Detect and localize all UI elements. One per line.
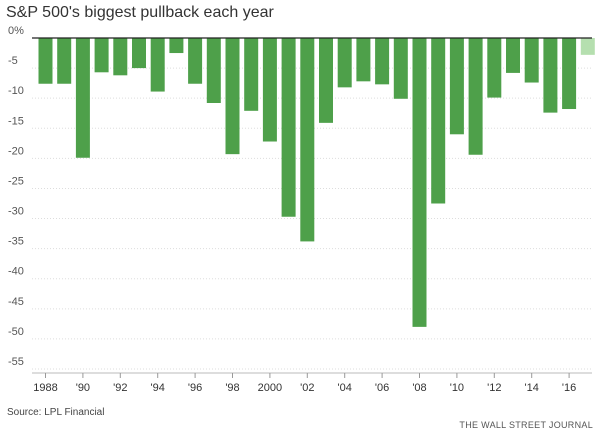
bar-2005	[356, 38, 371, 82]
bar-1998	[225, 38, 240, 155]
bars	[38, 38, 595, 327]
y-tick-label: -20	[8, 145, 24, 157]
x-tick-label: '04	[338, 382, 352, 394]
x-tick-label: '98	[225, 382, 239, 394]
bar-2004	[337, 38, 352, 88]
bar-2014	[524, 38, 539, 83]
x-tick-label: '12	[487, 382, 501, 394]
chart-source: Source: LPL Financial	[7, 407, 105, 418]
bar-1995	[169, 38, 184, 54]
x-tick-label: 2000	[258, 382, 282, 394]
y-tick-label: -5	[8, 55, 18, 67]
x-tick-label: '92	[113, 382, 127, 394]
bar-2015	[543, 38, 558, 113]
bar-1994	[150, 38, 165, 92]
bar-1996	[188, 38, 203, 84]
bar-2001	[281, 38, 296, 217]
y-tick-label: -50	[8, 326, 24, 338]
x-tick-label: '16	[562, 382, 576, 394]
y-tick-label: 0%	[8, 25, 24, 37]
y-tick-label: -55	[8, 356, 24, 368]
x-tick-label: '10	[450, 382, 464, 394]
bar-2011	[468, 38, 483, 155]
bar-1988	[38, 38, 53, 84]
x-tick-label: '06	[375, 382, 389, 394]
x-tick-label: '14	[525, 382, 539, 394]
bar-2006	[375, 38, 390, 85]
bar-2017	[580, 38, 595, 55]
bar-2000	[262, 38, 277, 142]
y-tick-label: -10	[8, 85, 24, 97]
y-tick-label: -35	[8, 236, 24, 248]
y-tick-label: -30	[8, 206, 24, 218]
bar-2008	[412, 38, 427, 327]
chart-title: S&P 500's biggest pullback each year	[6, 4, 274, 21]
bar-2016	[562, 38, 577, 110]
x-tick-label: '08	[412, 382, 426, 394]
bar-1991	[94, 38, 109, 73]
bar-2012	[487, 38, 502, 98]
x-tick-label: 1988	[33, 382, 57, 394]
y-tick-label: -25	[8, 175, 24, 187]
bar-2010	[449, 38, 464, 135]
y-tick-label: -40	[8, 266, 24, 278]
x-tick-labels: 1988 '90 '92 '94 '96 '98 2000 '02 '04 '06 '08 '10 '1…	[33, 373, 576, 394]
bar-1989	[57, 38, 72, 84]
bar-2013	[506, 38, 520, 73]
bar-1992	[113, 38, 128, 76]
x-tick-label: '96	[188, 382, 202, 394]
x-tick-label: '94	[151, 382, 165, 394]
bar-1993	[132, 38, 146, 69]
bar-1999	[244, 38, 259, 111]
bar-2002	[300, 38, 315, 242]
x-tick-label: '90	[76, 382, 90, 394]
y-tick-label: -45	[8, 296, 24, 308]
y-tick-labels: 0% -5 -10 -15 -20 -25 -30 -35 -40 -45 -50 -55	[8, 25, 24, 368]
bar-1997	[206, 38, 221, 103]
bar-2003	[319, 38, 333, 123]
bar-1990	[75, 38, 90, 158]
x-tick-label: '02	[300, 382, 314, 394]
publisher-credit: THE WALL STREET JOURNAL	[459, 420, 593, 430]
y-tick-label: -15	[8, 115, 24, 127]
axes	[32, 37, 592, 374]
bar-2007	[393, 38, 408, 99]
bar-2009	[431, 38, 446, 204]
